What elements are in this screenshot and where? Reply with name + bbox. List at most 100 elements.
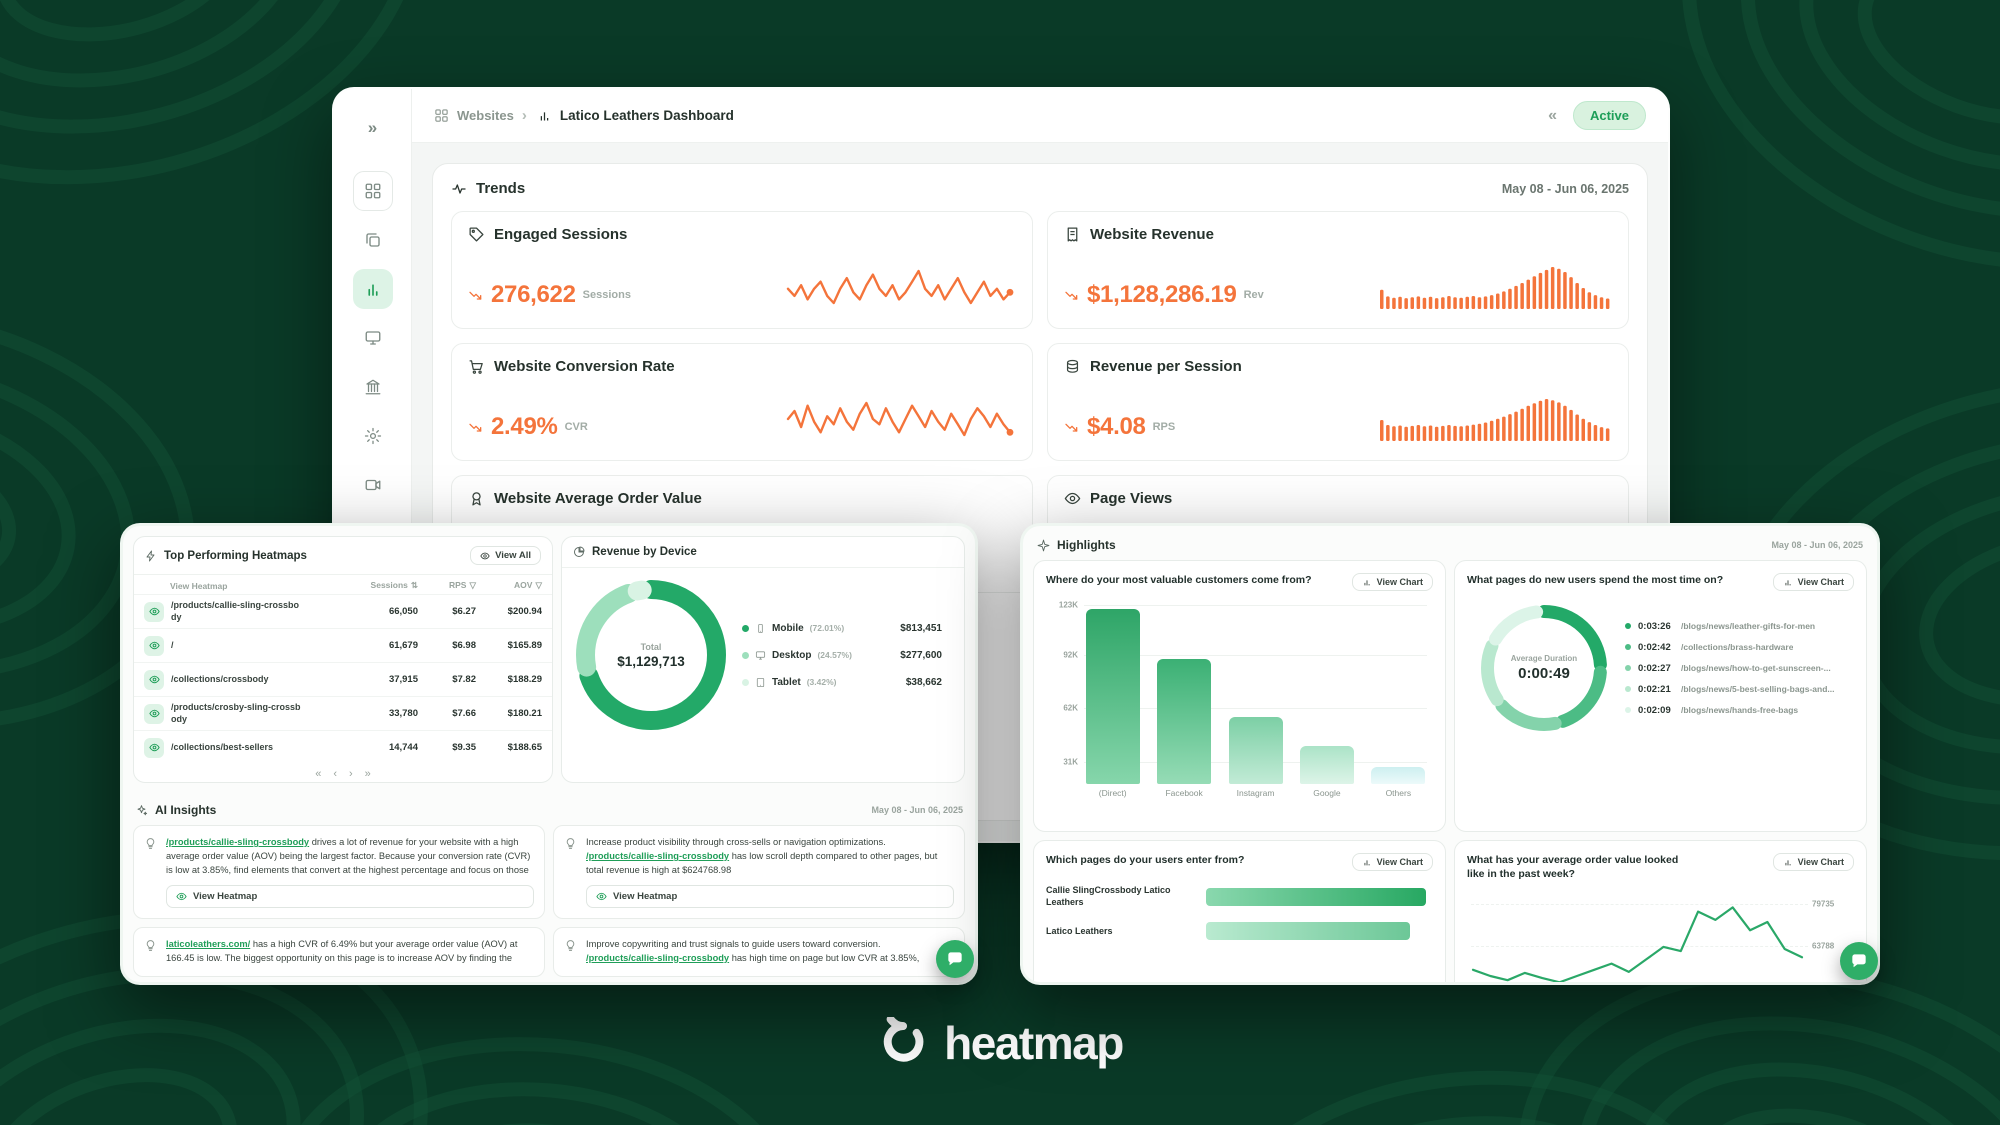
monitor-icon (365, 331, 380, 345)
legend-item-tablet[interactable]: Tablet (3.42%) $38,662 (742, 677, 950, 688)
pagination: « ‹ › » (134, 764, 552, 782)
award-icon (468, 490, 485, 507)
legend-item[interactable]: 0:02:27/blogs/news/how-to-get-sunscreen-… (1625, 663, 1854, 674)
bar-chart-icon (1785, 860, 1791, 866)
legend-item[interactable]: 0:02:09/blogs/news/hands-free-bags (1625, 705, 1854, 716)
metric-unit: CVR (564, 421, 588, 433)
sidebar-item-sessions[interactable] (353, 318, 393, 358)
view-chart-button[interactable]: View Chart (1351, 573, 1433, 591)
entry-page-label: Latico Leathers (1046, 925, 1113, 936)
legend-item[interactable]: 0:02:21/blogs/news/5-best-selling-bags-a… (1625, 684, 1854, 695)
heatmaps-window: Top Performing Heatmaps View All View He… (120, 523, 978, 985)
table-row[interactable]: /products/callie-sling-crossbody 66,050 … (134, 594, 552, 628)
sidebar-item-recordings[interactable] (353, 465, 393, 505)
sidebar-item-pages[interactable] (353, 220, 393, 260)
bar-chart-icon (540, 112, 549, 121)
aov-value: $200.94 (507, 606, 542, 617)
sidebar-expand-toggle[interactable]: » (354, 109, 392, 147)
view-chart-button[interactable]: View Chart (1772, 573, 1854, 591)
view-heatmap-button[interactable]: View Heatmap (166, 884, 534, 908)
sparkle-icon (1037, 539, 1050, 552)
legend-dot (742, 678, 749, 686)
insight-text: Improve copywriting and trust signals to… (586, 938, 920, 963)
insight-text: /products/callie-sling-crossbody drives … (166, 837, 531, 875)
last-page-icon[interactable]: » (364, 768, 371, 780)
table-row[interactable]: /collections/best-sellers 14,744 $9.35 $… (134, 730, 552, 764)
view-chart-button[interactable]: View Chart (1772, 853, 1854, 871)
collapse-icon[interactable]: « (1548, 106, 1557, 124)
column-rps[interactable]: RPS ▽ (448, 580, 476, 590)
heatmap-eye-icon[interactable] (144, 737, 164, 758)
filter-icon: ▽ (535, 580, 542, 590)
bar-column: Instagram (1227, 605, 1284, 799)
metric-title: Website Revenue (1090, 226, 1214, 243)
heatmap-eye-icon[interactable] (144, 601, 164, 622)
metric-unit: RPS (1152, 421, 1176, 433)
sidebar-item-store[interactable] (353, 367, 393, 407)
sidebar-item-settings[interactable] (353, 416, 393, 456)
metric-card-conversion-rate[interactable]: Website Conversion Rate 2.49% CVR (451, 343, 1033, 461)
sidebar-item-dashboards[interactable] (352, 171, 393, 211)
bar-column: (Direct) (1084, 605, 1141, 799)
date-range[interactable]: May 08 - Jun 06, 2025 (1501, 181, 1629, 196)
chevrons-right-icon: » (367, 118, 378, 137)
aov-week-card: What has your average order value looked… (1454, 840, 1867, 982)
gear-icon (364, 427, 381, 445)
lightbulb-icon (564, 836, 578, 908)
heatmap-eye-icon[interactable] (144, 669, 164, 690)
bar-chart-icon (367, 284, 378, 296)
legend-dot (742, 624, 749, 632)
legend-item[interactable]: 0:03:26/blogs/news/leather-gifts-for-men (1625, 621, 1854, 632)
monitor-icon (755, 650, 766, 661)
receipt-icon (1064, 226, 1081, 243)
table-row[interactable]: /products/crosby-sling-crossbody 33,780 … (134, 696, 552, 730)
breadcrumb-section[interactable]: Websites (457, 108, 514, 123)
insight-page-link[interactable]: /products/callie-sling-crossbody (586, 952, 730, 963)
heatmap-eye-icon[interactable] (144, 703, 164, 724)
bar-chart-icon (1785, 580, 1791, 586)
view-chart-button[interactable]: View Chart (1351, 853, 1433, 871)
insight-page-link[interactable]: /products/callie-sling-crossbody (166, 837, 310, 847)
page-path: /collections/best-sellers (171, 741, 274, 752)
phone-icon (755, 623, 766, 634)
metric-value: $1,128,286.19 (1087, 281, 1237, 308)
sessions-value: 37,915 (388, 674, 418, 685)
prev-page-icon[interactable]: ‹ (333, 768, 337, 780)
aov-value: $165.89 (507, 640, 542, 651)
tablet-icon (755, 677, 766, 688)
metric-card-revenue-per-session[interactable]: Revenue per Session $4.08 RPS (1047, 343, 1629, 461)
bar-category-label: Facebook (1165, 788, 1203, 798)
chat-widget-button[interactable] (936, 940, 974, 978)
legend-item[interactable]: 0:02:42/collections/brass-hardware (1625, 642, 1854, 653)
donut-total-value: $1,129,713 (617, 653, 685, 669)
sidebar-item-analytics[interactable] (352, 269, 393, 309)
legend-dot (1625, 623, 1631, 629)
table-row[interactable]: / 61,679 $6.98 $165.89 (134, 628, 552, 662)
first-page-icon[interactable]: « (315, 768, 322, 780)
next-page-icon[interactable]: › (349, 768, 353, 780)
metric-card-website-revenue[interactable]: Website Revenue $1,128,286.19 Rev (1047, 211, 1629, 329)
column-aov[interactable]: AOV ▽ (514, 580, 542, 590)
coins-icon (1064, 358, 1081, 375)
heatmap-eye-icon[interactable] (144, 635, 164, 656)
table-row[interactable]: /collections/crossbody 37,915 $7.82 $188… (134, 662, 552, 696)
metric-card-engaged-sessions[interactable]: Engaged Sessions 276,622 Sessions (451, 211, 1033, 329)
legend-dot (1625, 686, 1631, 692)
chat-widget-button[interactable] (1840, 942, 1878, 980)
legend-item-desktop[interactable]: Desktop (24.57%) $277,600 (742, 650, 950, 661)
donut-total-label: Total (640, 641, 662, 652)
view-heatmap-button[interactable]: View Heatmap (586, 884, 954, 908)
column-sessions[interactable]: Sessions ⇅ (370, 580, 418, 590)
device-legend: Mobile (72.01%) $813,451 Desktop (24.57%… (742, 623, 950, 688)
aov-value: $188.29 (507, 674, 542, 685)
entry-page-row: Latico Leathers (1046, 922, 1433, 941)
insight-page-link[interactable]: /products/callie-sling-crossbody (586, 850, 730, 861)
eye-icon (176, 892, 187, 900)
insight-page-link[interactable]: laticoleathers.com/ (166, 938, 251, 949)
bar-column: Google (1298, 605, 1355, 799)
device-donut-chart: Total $1,129,713 (576, 580, 726, 730)
page-path: / (171, 639, 174, 650)
view-all-button[interactable]: View All (470, 546, 541, 565)
legend-item-mobile[interactable]: Mobile (72.01%) $813,451 (742, 623, 950, 634)
topbar: Websites › Latico Leathers Dashboard « A… (412, 89, 1668, 143)
